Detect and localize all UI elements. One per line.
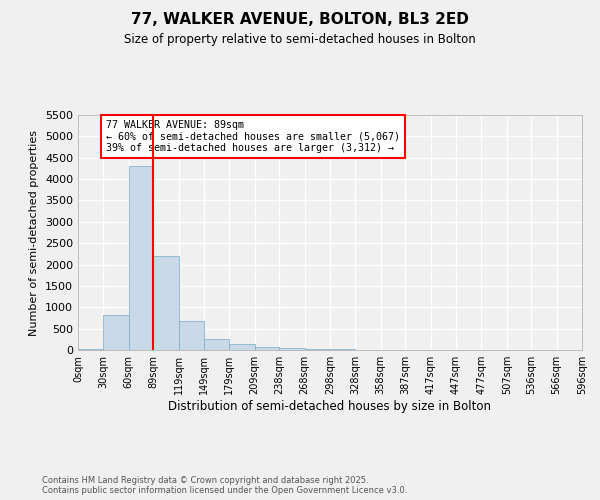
Bar: [279, 348, 305, 350]
Bar: [153, 256, 179, 350]
Bar: [103, 314, 129, 350]
Bar: [204, 340, 229, 350]
Text: 77 WALKER AVENUE: 89sqm
← 60% of semi-detached houses are smaller (5,067)
39% of: 77 WALKER AVENUE: 89sqm ← 60% of semi-de…: [106, 120, 400, 153]
Bar: [229, 344, 255, 350]
Text: 77, WALKER AVENUE, BOLTON, BL3 2ED: 77, WALKER AVENUE, BOLTON, BL3 2ED: [131, 12, 469, 28]
Bar: [129, 166, 153, 350]
Bar: [255, 347, 279, 350]
Bar: [179, 321, 204, 350]
Text: Size of property relative to semi-detached houses in Bolton: Size of property relative to semi-detach…: [124, 32, 476, 46]
X-axis label: Distribution of semi-detached houses by size in Bolton: Distribution of semi-detached houses by …: [169, 400, 491, 413]
Y-axis label: Number of semi-detached properties: Number of semi-detached properties: [29, 130, 40, 336]
Bar: [78, 348, 103, 350]
Bar: [305, 348, 330, 350]
Text: Contains HM Land Registry data © Crown copyright and database right 2025.
Contai: Contains HM Land Registry data © Crown c…: [42, 476, 407, 495]
